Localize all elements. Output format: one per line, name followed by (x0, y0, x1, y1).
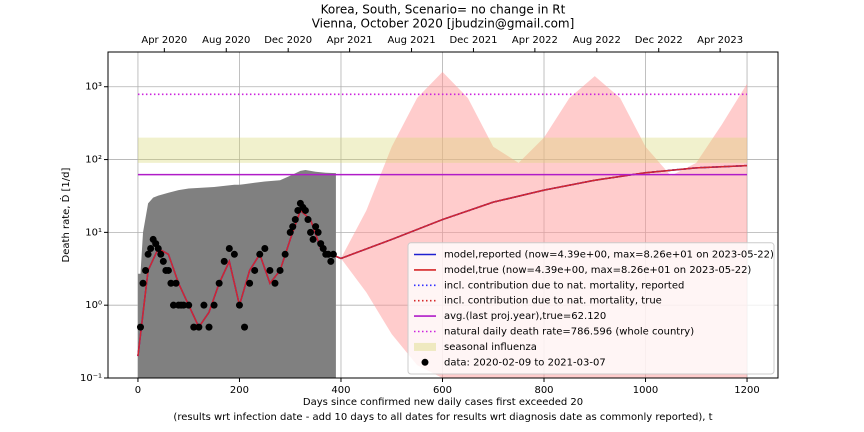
y-tick-label: 10⁻¹ (80, 373, 102, 384)
data-point (157, 250, 165, 258)
chart-subtitle: Vienna, October 2020 [jbudzin@gmail.com] (312, 17, 575, 31)
data-point (136, 323, 144, 331)
data-point (142, 266, 150, 274)
y-tick-label: 10³ (85, 82, 102, 93)
legend-label: data: 2020-02-09 to 2021-03-07 (444, 357, 606, 368)
data-point (241, 323, 249, 331)
data-point (324, 250, 332, 258)
x2-tick-label: Dec 2022 (635, 35, 683, 46)
data-point (289, 223, 297, 231)
data-point (190, 323, 198, 331)
data-point (271, 279, 279, 287)
data-point (314, 228, 322, 236)
data-point (294, 206, 302, 214)
data-point (301, 206, 309, 214)
data-point (205, 323, 213, 331)
data-point (230, 250, 238, 258)
x-axis-label: Days since confirmed new daily cases fir… (303, 397, 583, 408)
data-point (276, 266, 284, 274)
x2-tick-label: Dec 2020 (264, 35, 312, 46)
data-point (144, 250, 152, 258)
y-tick-label: 10⁰ (85, 300, 102, 311)
x-tick-label: 200 (230, 385, 249, 396)
legend-label: incl. contribution due to nat. mortality… (444, 296, 662, 307)
data-point (291, 216, 299, 224)
x2-tick-label: Apr 2021 (327, 35, 373, 46)
data-point (180, 301, 188, 309)
x2-tick-label: Aug 2022 (573, 35, 621, 46)
data-point (185, 301, 193, 309)
data-point (164, 266, 172, 274)
x2-tick-label: Apr 2023 (697, 35, 743, 46)
axes: 0 200 400 600 800 1000 1200 10⁻¹ 10⁰ 10¹ 10² 10³ Apr… (80, 35, 779, 396)
x-tick-label: 400 (331, 385, 350, 396)
x-tick-label: 1000 (633, 385, 658, 396)
data-point (286, 228, 294, 236)
data-point (172, 279, 180, 287)
legend-swatch (414, 342, 436, 351)
legend-label: seasonal influenza (444, 342, 537, 353)
legend-swatch (421, 358, 429, 366)
x2-tick-label: Apr 2022 (512, 35, 558, 46)
data-point (309, 235, 317, 243)
y-axis-label: Death rate, Ḋ [1/d] (59, 167, 72, 262)
data-point (154, 245, 162, 253)
data-point (246, 279, 254, 287)
x-tick-label: 0 (135, 385, 141, 396)
x2-tick-label: Dec 2021 (449, 35, 497, 46)
data-point (261, 245, 269, 253)
data-point (167, 279, 175, 287)
data-point (281, 250, 289, 258)
data-point (235, 301, 243, 309)
data-point (319, 245, 327, 253)
data-point (251, 266, 259, 274)
data-point (200, 301, 208, 309)
x2-tick-label: Aug 2020 (202, 35, 250, 46)
data-point (220, 257, 228, 265)
data-point (225, 245, 233, 253)
chart-title: Korea, South, Scenario= no change in Rt (321, 3, 566, 17)
data-point (215, 279, 223, 287)
data-point (210, 301, 218, 309)
y-tick-label: 10² (85, 155, 102, 166)
band (137, 169, 336, 378)
data-point (139, 279, 147, 287)
data-point (169, 301, 177, 309)
data-point (159, 257, 167, 265)
x-tick-label: 1200 (734, 385, 759, 396)
data-point (266, 266, 274, 274)
data-point (147, 245, 155, 253)
legend-label: avg.(last proj.year),true=62.120 (444, 311, 606, 322)
x2-tick-label: Aug 2021 (387, 35, 435, 46)
legend: model,reported (now=4.39e+00, max=8.26e+… (407, 242, 775, 375)
legend-label: model,reported (now=4.39e+00, max=8.26e+… (444, 250, 774, 261)
x-axis-label-2: (results wrt infection date - add 10 day… (173, 412, 712, 423)
data-point (327, 257, 335, 265)
data-point (312, 223, 320, 231)
band (137, 137, 748, 163)
x2-tick-label: Apr 2020 (141, 35, 187, 46)
plot-frame (107, 51, 779, 379)
x-tick-label: 600 (433, 385, 452, 396)
legend-label: incl. contribution due to nat. mortality… (444, 280, 684, 291)
data-point (329, 250, 337, 258)
legend-box (407, 242, 775, 375)
data-point (304, 216, 312, 224)
data-point (307, 228, 315, 236)
legend-label: model,true (now=4.39e+00, max=8.26e+01 o… (444, 265, 751, 276)
y-tick-label: 10¹ (85, 227, 102, 238)
data-point (256, 250, 264, 258)
data-point (195, 323, 203, 331)
legend-label: natural daily death rate=786.596 (whole … (444, 327, 694, 338)
x-tick-label: 800 (534, 385, 553, 396)
